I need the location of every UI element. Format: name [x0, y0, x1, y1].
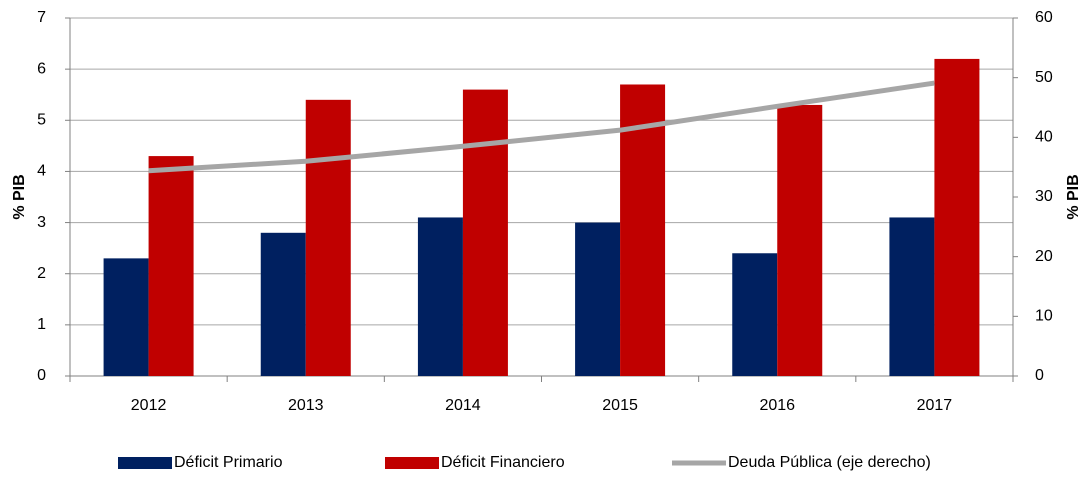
x-tick-label: 2014: [445, 397, 481, 414]
y2-tick-label: 50: [1035, 69, 1053, 86]
y-tick-label: 2: [37, 265, 46, 282]
y-tick-label: 3: [37, 214, 46, 231]
bar: [732, 253, 778, 376]
y2-tick-label: 40: [1035, 129, 1053, 146]
legend-label: Déficit Financiero: [441, 454, 565, 471]
bar: [305, 99, 351, 376]
legend-swatch: [118, 457, 172, 469]
y-axis-title: % PIB: [11, 174, 28, 219]
y2-axis-title: % PIB: [1065, 174, 1082, 219]
bar: [103, 258, 149, 376]
y-tick-label: 6: [37, 60, 46, 77]
legend-swatch: [385, 457, 439, 469]
bar: [260, 232, 306, 376]
bar: [934, 58, 980, 377]
x-tick-label: 2013: [288, 397, 324, 414]
y-tick-label: 7: [37, 9, 46, 26]
y2-tick-label: 0: [1035, 367, 1044, 384]
legend-label: Déficit Primario: [174, 454, 283, 471]
bar: [620, 84, 666, 376]
bar: [148, 156, 194, 376]
bar: [777, 104, 823, 376]
y-tick-label: 4: [37, 163, 46, 180]
bar: [575, 222, 621, 376]
x-tick-label: 2016: [759, 397, 795, 414]
x-tick-label: 2012: [131, 397, 167, 414]
y2-tick-label: 60: [1035, 9, 1053, 26]
x-tick-label: 2017: [917, 397, 953, 414]
bar: [462, 89, 508, 376]
line-series: [148, 80, 935, 174]
y2-tick-label: 30: [1035, 188, 1053, 205]
legend-label: Deuda Pública (eje derecho): [728, 454, 931, 471]
bar: [417, 217, 463, 376]
x-tick-label: 2015: [602, 397, 638, 414]
y-tick-label: 0: [37, 367, 46, 384]
y2-tick-label: 10: [1035, 308, 1053, 325]
y2-tick-label: 20: [1035, 248, 1053, 265]
y-tick-label: 5: [37, 112, 46, 129]
bar: [889, 217, 935, 376]
y-tick-label: 1: [37, 316, 46, 333]
